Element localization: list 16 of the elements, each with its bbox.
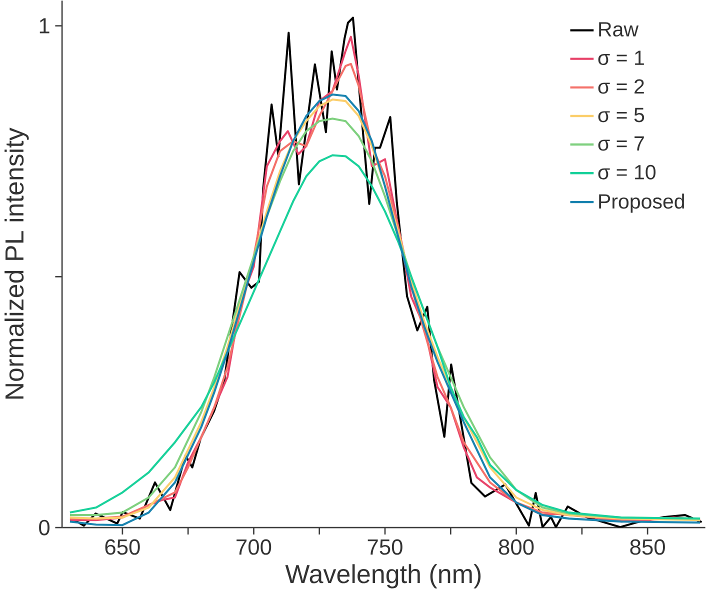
legend-label: σ = 10 bbox=[598, 164, 656, 180]
x-tick-label: 800 bbox=[498, 539, 534, 555]
x-tick-label: 850 bbox=[630, 539, 665, 555]
legend-label: σ = 2 bbox=[598, 79, 644, 94]
x-tick-label: 750 bbox=[368, 539, 402, 555]
y-axis-title: Normalized PL intensity bbox=[4, 128, 29, 399]
legend-label: σ = 7 bbox=[598, 136, 644, 151]
legend-label: σ = 1 bbox=[598, 50, 644, 66]
x-tick-label: 650 bbox=[105, 539, 140, 555]
y-tick-label: 1 bbox=[40, 18, 50, 34]
x-tick-label: 700 bbox=[236, 539, 272, 555]
x-axis-title: Wavelength (nm) bbox=[285, 564, 481, 588]
legend-label: Raw bbox=[599, 22, 639, 37]
legend-label: σ = 5 bbox=[598, 108, 644, 122]
y-tick-label: 0 bbox=[39, 520, 50, 536]
legend-label: Proposed bbox=[599, 194, 684, 213]
